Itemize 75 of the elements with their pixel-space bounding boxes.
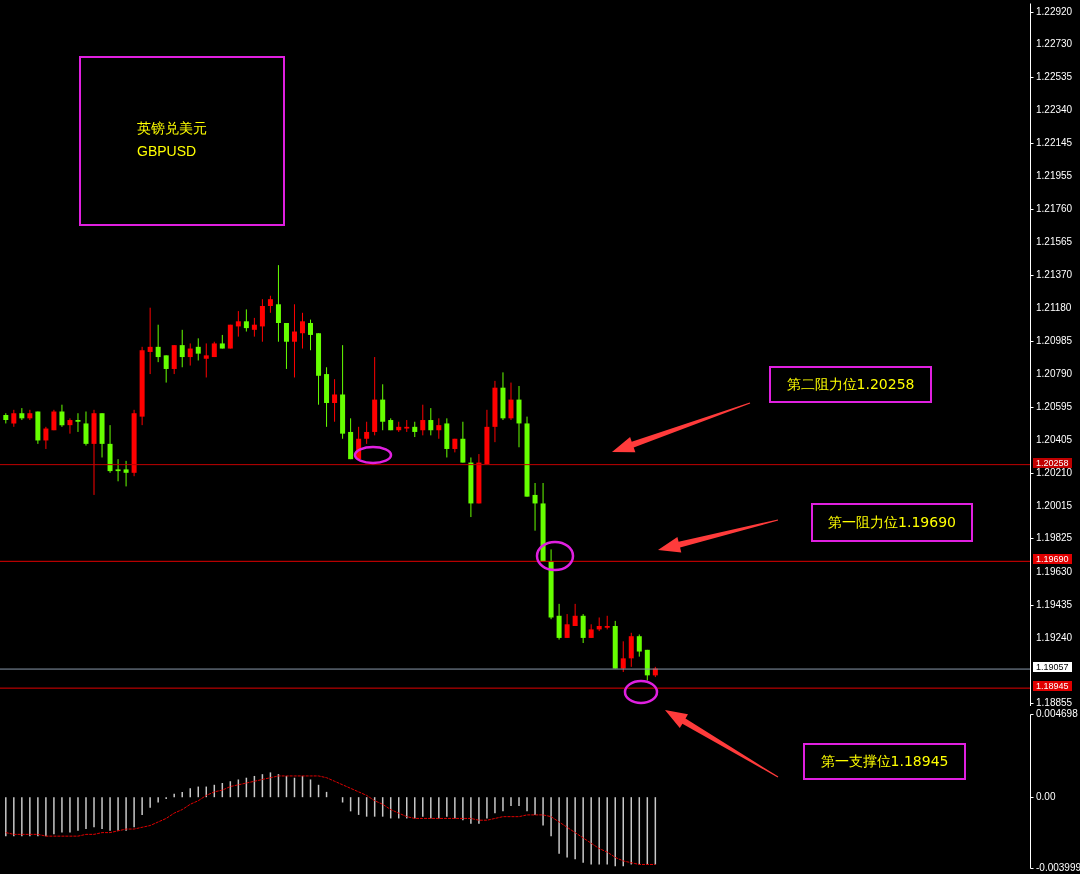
y-tick-label: 1.19240 — [1036, 631, 1073, 643]
candlestick — [235, 310, 241, 338]
candlestick — [556, 603, 562, 641]
y-tick-label: 1.20210 — [1036, 466, 1073, 478]
candlestick — [123, 460, 129, 487]
candlestick — [291, 303, 297, 378]
y-tick-label: 1.21565 — [1036, 236, 1073, 248]
y-tick-label: 1.21180 — [1036, 301, 1072, 313]
y-tick-label: 1.21760 — [1036, 202, 1073, 214]
candlestick — [428, 407, 434, 436]
y-tick-label: 1.22340 — [1036, 104, 1073, 116]
candlestick — [380, 383, 386, 431]
line-series — [5, 775, 656, 865]
annotation: 第一阻力位1.19690 — [811, 503, 973, 542]
candlestick — [259, 298, 265, 343]
candlestick — [75, 412, 81, 433]
y-tick-label: 1.20790 — [1036, 368, 1073, 380]
y-tick-label: 1.21955 — [1036, 169, 1073, 181]
candlestick — [203, 342, 209, 378]
text: 英镑兑美元 — [137, 120, 207, 138]
y-tick-label: 1.22535 — [1036, 71, 1073, 83]
candlestick — [516, 385, 522, 448]
candlestick — [251, 317, 257, 338]
y-tick-label: 1.19630 — [1036, 565, 1073, 577]
candlestick — [67, 417, 73, 435]
y-tick-label: 1.19825 — [1036, 532, 1073, 544]
y-tick-label: 1.22730 — [1036, 37, 1073, 49]
y-tick-label: 1.18855 — [1036, 697, 1073, 709]
candlestick — [147, 307, 153, 375]
candlestick — [308, 319, 314, 351]
candlestick — [115, 458, 121, 482]
candlestick — [43, 426, 49, 450]
candlestick — [436, 417, 442, 440]
candlestick — [83, 411, 89, 447]
annotation: 第一支撑位1.18945 — [803, 743, 966, 780]
candlestick — [364, 421, 370, 445]
ref-line-label: 1.20258 — [1033, 457, 1072, 468]
candlestick — [508, 382, 514, 421]
ref-line-label: 1.19057 — [1033, 662, 1072, 673]
candlestick — [195, 337, 201, 361]
candlestick — [163, 354, 169, 384]
candlestick — [460, 421, 466, 464]
y-tick-label: 1.22920 — [1036, 5, 1073, 17]
candlestick — [27, 409, 33, 421]
candlestick — [283, 322, 289, 370]
candlestick — [171, 344, 177, 375]
ref-line-label: 1.19690 — [1033, 554, 1072, 565]
candlestick — [187, 342, 193, 367]
y-tick-label: 0.004698 — [1036, 708, 1079, 719]
candlestick — [179, 329, 185, 368]
text: GBPUSD — [137, 143, 197, 159]
y-tick-label: 1.20985 — [1036, 334, 1073, 346]
y-tick-label: 0.00 — [1036, 791, 1056, 803]
ref-line-label: 1.18945 — [1033, 681, 1072, 692]
candlestick — [628, 632, 634, 668]
candlestick — [564, 613, 570, 639]
annotation: 第二阻力位1.20258 — [769, 366, 932, 403]
candlestick — [300, 312, 305, 350]
candlestick — [532, 482, 538, 532]
candlestick — [580, 613, 586, 644]
y-tick-label: 1.21370 — [1036, 269, 1073, 281]
candlestick — [420, 404, 426, 436]
candlestick — [243, 308, 249, 333]
candlestick — [636, 634, 642, 658]
candlestick — [620, 640, 626, 673]
candlestick — [155, 324, 161, 363]
y-tick-label: 1.20405 — [1036, 433, 1073, 445]
y-tick-label: 1.20595 — [1036, 401, 1073, 413]
y-tick-label: 1.22145 — [1036, 137, 1073, 149]
candlestick — [332, 378, 338, 423]
y-tick-label: 1.19435 — [1036, 598, 1073, 610]
candlestick — [275, 264, 281, 343]
y-tick-label: -0.003999 — [1036, 862, 1080, 873]
candlestick — [59, 404, 65, 428]
y-tick-label: 1.20015 — [1036, 499, 1073, 511]
